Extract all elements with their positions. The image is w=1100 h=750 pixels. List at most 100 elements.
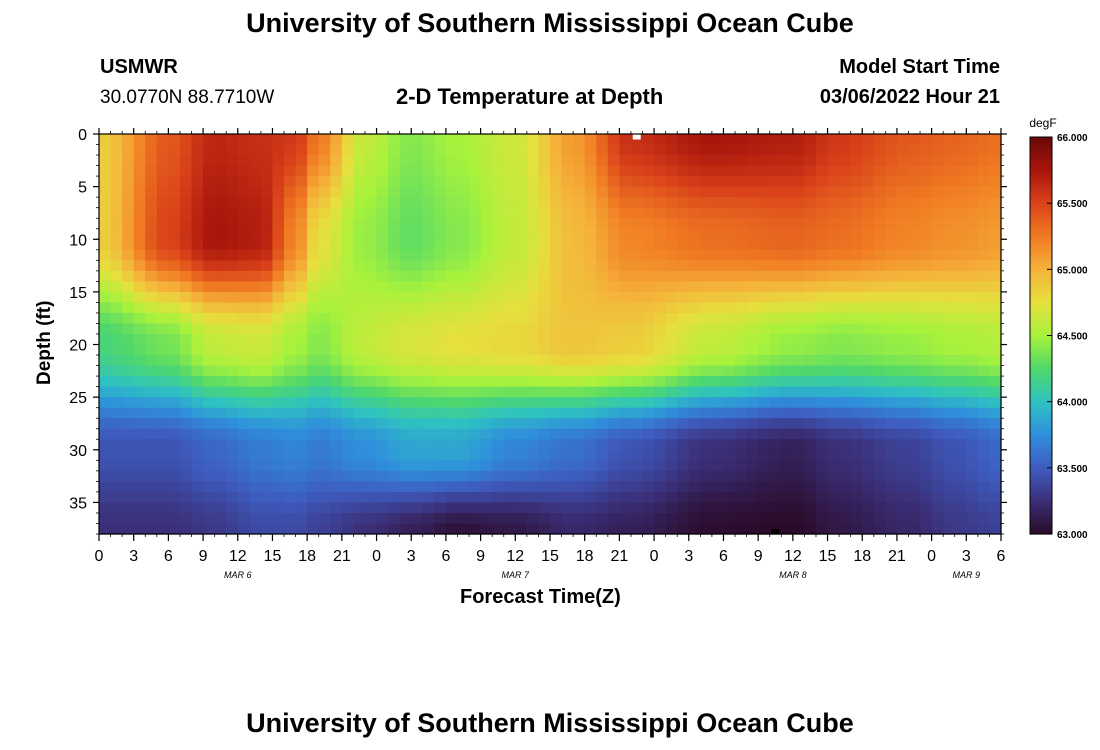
heatmap-cell — [665, 470, 678, 482]
heatmap-cell — [966, 323, 979, 335]
heatmap-cell — [214, 302, 227, 314]
heatmap-cell — [411, 470, 424, 482]
heatmap-cell — [700, 407, 713, 419]
heatmap-cell — [885, 397, 898, 409]
heatmap-cell — [596, 197, 609, 209]
heatmap-cell — [226, 407, 239, 419]
heatmap-cell — [723, 176, 736, 188]
heatmap-cell — [480, 523, 493, 535]
heatmap-cell — [688, 218, 701, 230]
heatmap-cell — [792, 176, 806, 188]
heatmap-cell — [272, 407, 285, 419]
y-tick-label: 20 — [69, 338, 87, 355]
heatmap-cell — [445, 155, 459, 167]
heatmap-cell — [249, 470, 262, 482]
heatmap-cell — [920, 144, 933, 156]
heatmap-cell — [989, 312, 1002, 325]
heatmap-cell — [723, 502, 736, 514]
heatmap-cell — [850, 312, 863, 325]
heatmap-cell — [145, 144, 158, 156]
heatmap-cell — [711, 249, 725, 261]
heatmap-cell — [249, 165, 262, 177]
heatmap-cell — [873, 165, 886, 177]
heatmap-cell — [526, 355, 540, 367]
heatmap-cell — [156, 165, 169, 177]
heatmap-cell — [654, 302, 667, 314]
heatmap-cell — [237, 291, 250, 304]
heatmap-cell — [677, 344, 690, 356]
heatmap-cell — [526, 386, 540, 398]
heatmap-cell — [515, 155, 528, 167]
heatmap-cell — [469, 428, 482, 440]
heatmap-cell — [561, 302, 574, 314]
heatmap-cell — [434, 334, 447, 346]
colorbar-segment — [1030, 199, 1052, 204]
heatmap-cell — [422, 144, 435, 156]
heatmap-cell — [526, 334, 540, 346]
heatmap-cell — [168, 239, 181, 251]
heatmap-cell — [931, 428, 944, 440]
heatmap-cell — [654, 502, 667, 514]
heatmap-cell — [746, 144, 759, 156]
heatmap-cell — [584, 418, 597, 430]
heatmap-cell — [284, 197, 297, 209]
heatmap-cell — [422, 481, 435, 493]
heatmap-cell — [284, 144, 297, 156]
heatmap-cell — [110, 228, 123, 240]
heatmap-cell — [538, 260, 551, 272]
heatmap-cell — [110, 428, 123, 440]
heatmap-cell — [330, 323, 343, 335]
heatmap-cell — [376, 334, 389, 346]
heatmap-cell — [411, 355, 424, 367]
colorbar-segment — [1030, 219, 1052, 224]
heatmap-cell — [295, 144, 308, 156]
heatmap-cell — [989, 197, 1002, 209]
heatmap-cell — [920, 260, 933, 272]
heatmap-cell — [642, 428, 655, 440]
heatmap-cell — [457, 134, 470, 146]
heatmap-cell — [781, 397, 794, 409]
heatmap-cell — [584, 397, 597, 409]
heatmap-cell — [249, 281, 262, 293]
heatmap-cell — [688, 186, 701, 198]
heatmap-cell — [330, 291, 343, 304]
heatmap-cell — [388, 502, 401, 514]
heatmap-cell — [943, 207, 956, 219]
heatmap-cell — [191, 312, 204, 325]
heatmap-cell — [122, 197, 135, 209]
heatmap-cell — [711, 523, 725, 535]
heatmap-cell — [307, 407, 320, 419]
heatmap-cell — [977, 344, 991, 356]
heatmap-cell — [665, 512, 678, 525]
colorbar-segment — [1030, 524, 1052, 528]
heatmap-cell — [353, 481, 366, 493]
heatmap-cell — [399, 176, 412, 188]
colorbar-segment — [1030, 223, 1052, 227]
heatmap-cell — [538, 207, 551, 219]
heatmap-cell — [827, 144, 840, 156]
heatmap-cell — [503, 323, 516, 335]
heatmap-cell — [492, 418, 505, 430]
heatmap-cell — [307, 186, 320, 198]
heatmap-cell — [515, 249, 528, 261]
heatmap-cell — [966, 281, 979, 293]
heatmap-cell — [203, 512, 216, 525]
heatmap-cell — [284, 260, 297, 272]
heatmap-cell — [179, 155, 193, 167]
heatmap-cell — [723, 291, 736, 304]
heatmap-cell — [642, 418, 655, 430]
heatmap-cell — [422, 165, 435, 177]
heatmap-cell — [272, 239, 285, 251]
heatmap-cell — [827, 239, 840, 251]
heatmap-cell — [122, 344, 135, 356]
heatmap-cell — [920, 155, 933, 167]
heatmap-cell — [503, 155, 516, 167]
heatmap-cell — [931, 291, 944, 304]
colorbar-segment — [1030, 385, 1052, 390]
heatmap-cell — [191, 186, 204, 198]
heatmap-cell — [284, 470, 297, 482]
heatmap-cell — [827, 502, 840, 514]
heatmap-cell — [445, 449, 459, 461]
heatmap-cell — [885, 460, 898, 472]
heatmap-cell — [480, 249, 493, 261]
